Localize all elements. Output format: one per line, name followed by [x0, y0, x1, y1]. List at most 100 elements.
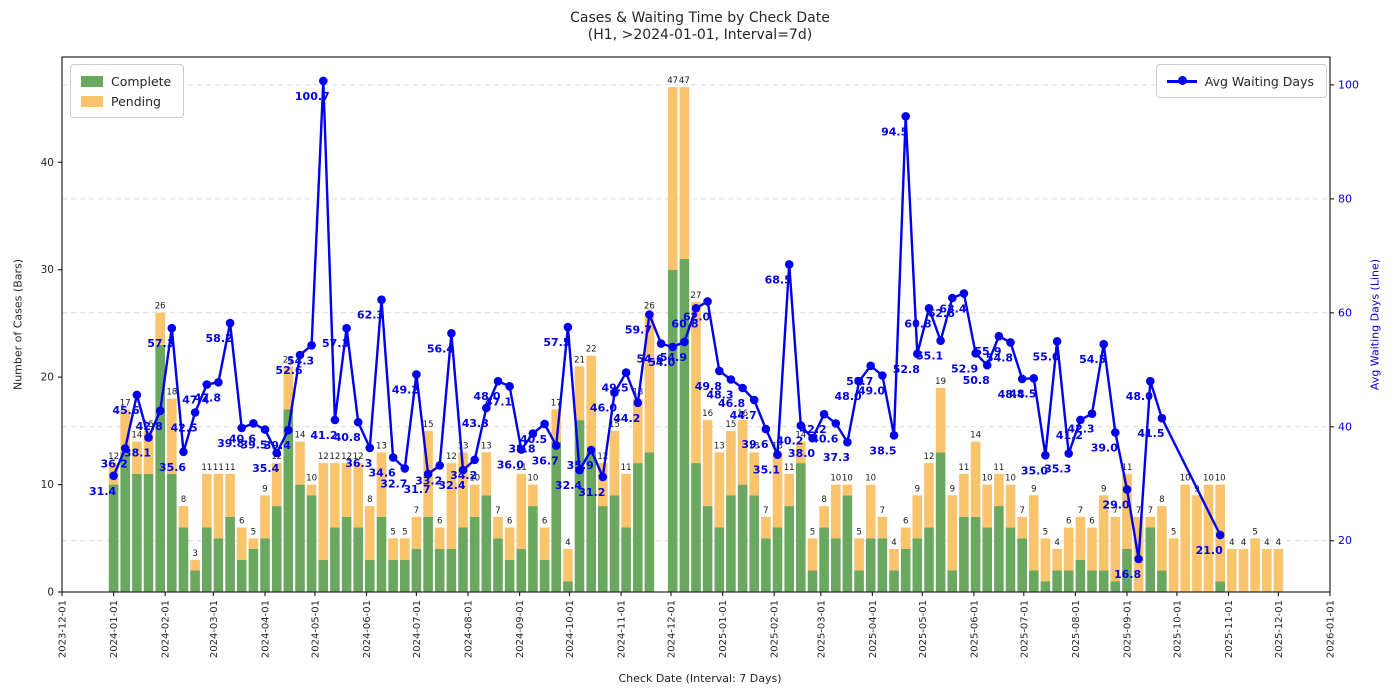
line-value-label: 56.4 [427, 342, 454, 355]
line-value-label: 38.0 [788, 447, 815, 460]
bar-complete-segment [1215, 581, 1225, 592]
chart-title-line2: (H1, >2024-01-01, Interval=7d) [587, 27, 813, 43]
line-marker [190, 408, 200, 417]
line-marker [330, 415, 340, 425]
line-value-label: 46.0 [590, 402, 617, 415]
bar-total-label: 10 [842, 474, 853, 484]
bar-pending-segment [271, 463, 282, 507]
line-value-label: 35.9 [567, 459, 594, 472]
x-tick-label: 2025-07-01 [1019, 600, 1030, 658]
pending-swatch-icon [81, 95, 103, 107]
bar-total-label: 16 [702, 409, 713, 419]
bar-pending-segment [155, 312, 165, 345]
line-value-label: 43.3 [462, 417, 489, 430]
line-value-label: 36.2 [101, 457, 128, 470]
line-value-label: 62.3 [357, 309, 384, 322]
bar-total-label: 14 [970, 431, 981, 441]
bar-total-label: 10 [865, 474, 876, 484]
bar-total-label: 6 [1089, 517, 1094, 527]
line-value-label: 54.5 [1079, 353, 1106, 366]
bar-pending-segment [598, 463, 608, 507]
line-value-label: 32.4 [555, 479, 582, 492]
bar-complete-segment [108, 484, 119, 592]
bar-pending-segment [120, 409, 130, 453]
bar-pending-segment [1052, 549, 1062, 571]
line-marker [656, 339, 666, 348]
x-tick-label: 2024-07-01 [412, 600, 423, 658]
line-value-label: 39.6 [741, 438, 768, 451]
bar-pending-segment [493, 516, 503, 539]
line-value-label: 54.6 [637, 353, 664, 366]
x-tick-label: 2024-05-01 [310, 600, 321, 658]
x-tick-label: 2025-03-01 [816, 600, 827, 658]
line-marker [1087, 409, 1097, 419]
line-marker [889, 431, 899, 440]
bar-complete-segment [458, 527, 468, 592]
line-marker [749, 395, 759, 405]
bar-pending-segment [1087, 527, 1097, 571]
bar-pending-segment [283, 366, 294, 410]
line-value-label: 47.8 [194, 391, 221, 404]
bar-complete-segment [621, 527, 631, 592]
line-marker [284, 425, 293, 435]
line-marker [319, 76, 328, 86]
line-value-label: 41.2 [1056, 429, 1083, 442]
line-value-label: 63.4 [939, 302, 966, 315]
bar-total-label: 14 [295, 431, 306, 441]
bar-complete-segment [295, 484, 305, 592]
bar-complete-segment [982, 527, 992, 592]
bar-complete-segment [598, 506, 608, 592]
left-tick-label: 10 [41, 479, 54, 491]
bar-pending-segment [481, 452, 492, 496]
line-value-label: 54.3 [287, 354, 314, 367]
bar-pending-segment [1192, 495, 1202, 592]
bar-pending-segment [586, 355, 596, 453]
line-marker [878, 371, 887, 380]
bar-complete-segment [924, 527, 934, 592]
line-value-label: 54.8 [986, 351, 1013, 364]
bar-complete-segment [1005, 527, 1016, 592]
bar-complete-segment [1017, 538, 1027, 592]
line-value-label: 31.7 [404, 483, 431, 496]
bar-pending-segment [1075, 516, 1086, 560]
bar-total-label: 5 [856, 527, 861, 537]
bar-total-label: 11 [516, 463, 527, 473]
bar-complete-segment [947, 570, 958, 592]
right-tick-label: 100 [1338, 78, 1359, 91]
line-marker [959, 289, 969, 298]
bar-total-label: 19 [935, 377, 946, 387]
bar-total-label: 4 [1264, 538, 1269, 548]
line-value-label: 68.5 [765, 273, 792, 286]
line-value-label: 49.2 [392, 383, 419, 396]
line-marker [761, 424, 771, 434]
bar-pending-segment [679, 87, 690, 259]
bar-pending-segment [784, 473, 794, 506]
bar-total-label: 9 [915, 484, 920, 494]
bar-pending-segment [434, 527, 445, 549]
line-value-label: 62.6 [928, 307, 955, 320]
bar-total-label: 5 [1043, 527, 1048, 537]
bar-complete-segment [1052, 570, 1062, 592]
bar-complete-segment [1029, 570, 1039, 592]
line-marker [1029, 374, 1039, 383]
bar-total-label: 4 [891, 538, 896, 548]
line-marker [353, 417, 363, 427]
bar-complete-segment [714, 527, 725, 592]
bar-total-label: 6 [1066, 517, 1071, 527]
bar-total-label: 10 [306, 474, 317, 484]
line-value-label: 36.3 [345, 457, 372, 470]
line-marker [470, 455, 480, 465]
bar-complete-segment [260, 538, 270, 592]
bar-complete-segment [1063, 570, 1074, 592]
bar-total-label: 3 [192, 549, 197, 559]
line-marker [423, 469, 433, 479]
line-marker [132, 390, 142, 400]
line-marker [784, 260, 794, 269]
bar-total-label: 13 [376, 441, 387, 451]
bar-pending-segment [877, 516, 888, 539]
line-marker [388, 453, 398, 462]
line-value-label: 58.2 [206, 332, 233, 345]
line-marker [726, 375, 736, 384]
line-value-label: 39.0 [1091, 442, 1118, 455]
